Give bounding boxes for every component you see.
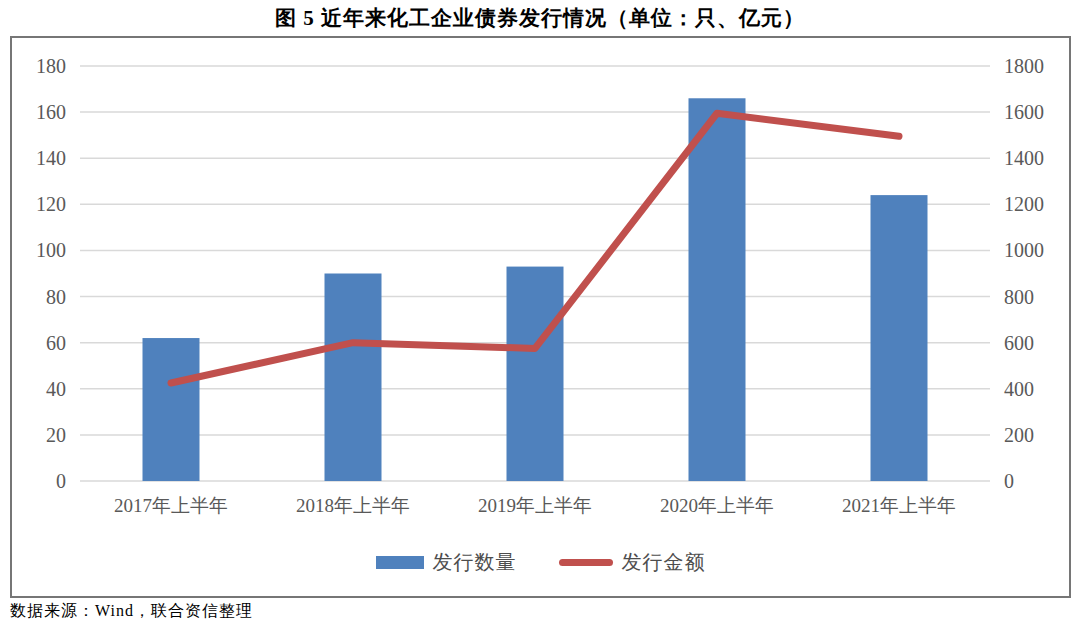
- legend: 发行数量 发行金额: [12, 544, 1069, 580]
- bar: [871, 195, 928, 481]
- left-axis-tick: 100: [36, 239, 66, 261]
- chart-frame: 0204060801001201401601800200400600800100…: [10, 36, 1071, 598]
- right-axis-tick: 1200: [1004, 193, 1044, 215]
- bar: [507, 267, 564, 481]
- chart-title: 图 5 近年来化工企业债券发行情况（单位：只、亿元）: [0, 4, 1080, 32]
- legend-bar-swatch: [376, 556, 424, 569]
- left-axis-tick: 60: [46, 332, 66, 354]
- legend-line-label: 发行金额: [622, 549, 706, 576]
- left-axis-tick: 0: [56, 470, 66, 492]
- left-axis-tick: 40: [46, 378, 66, 400]
- right-axis-tick: 1400: [1004, 147, 1044, 169]
- source-note: 数据来源：Wind，联合资信整理: [10, 601, 253, 622]
- right-axis-tick: 400: [1004, 378, 1034, 400]
- left-axis-tick: 80: [46, 286, 66, 308]
- right-axis-tick: 600: [1004, 332, 1034, 354]
- chart-canvas: 0204060801001201401601800200400600800100…: [12, 38, 1069, 596]
- right-axis-tick: 1600: [1004, 101, 1044, 123]
- bar: [143, 338, 200, 481]
- left-axis-tick: 180: [36, 55, 66, 77]
- legend-line-swatch: [559, 559, 613, 566]
- right-axis-tick: 1000: [1004, 239, 1044, 261]
- x-axis-label: 2019年上半年: [478, 495, 592, 516]
- right-axis-tick: 800: [1004, 286, 1034, 308]
- x-axis-label: 2020年上半年: [660, 495, 774, 516]
- left-axis-tick: 120: [36, 193, 66, 215]
- bar: [325, 274, 382, 482]
- figure-5-chart: 图 5 近年来化工企业债券发行情况（单位：只、亿元） 0 20 40 60 80 100 1…: [0, 0, 1080, 628]
- x-axis-label: 2018年上半年: [296, 495, 410, 516]
- legend-bar-label: 发行数量: [433, 549, 517, 576]
- bar: [689, 98, 746, 481]
- left-axis-tick: 160: [36, 101, 66, 123]
- left-axis-tick: 140: [36, 147, 66, 169]
- right-axis-tick: 0: [1004, 470, 1014, 492]
- x-axis-label: 2017年上半年: [114, 495, 228, 516]
- x-axis-label: 2021年上半年: [842, 495, 956, 516]
- right-axis-tick: 200: [1004, 424, 1034, 446]
- left-axis-tick: 20: [46, 424, 66, 446]
- right-axis-tick: 1800: [1004, 55, 1044, 77]
